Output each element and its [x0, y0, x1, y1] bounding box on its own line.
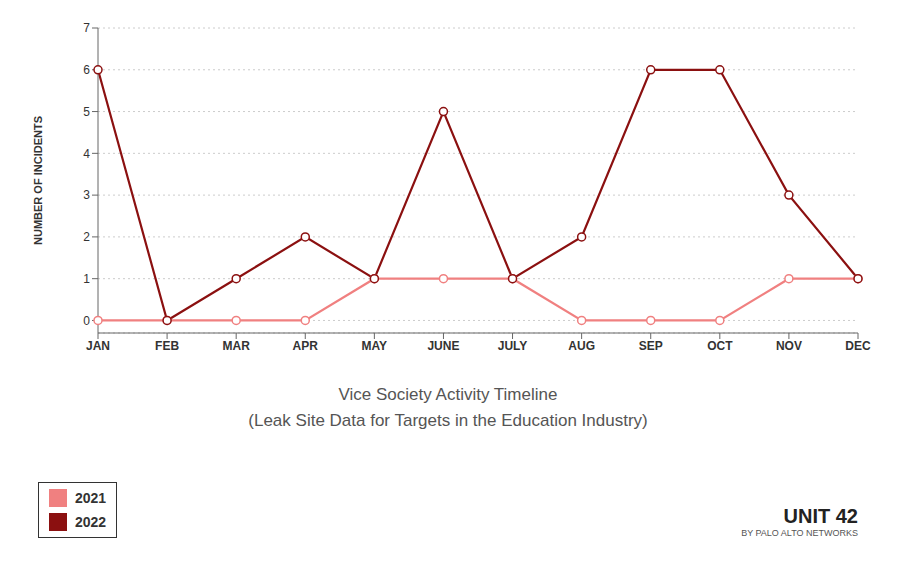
- html-text:2022: 2022: [75, 514, 107, 530]
- html-text:2021: 2021: [75, 490, 107, 506]
- html-text:BY PALO ALTO NETWORKS: BY PALO ALTO NETWORKS: [741, 528, 858, 538]
- svg-text:NUMBER OF INCIDENTS: NUMBER OF INCIDENTS: [32, 116, 44, 245]
- svg-text:OCT: OCT: [707, 339, 733, 353]
- svg-text:2: 2: [83, 230, 90, 244]
- svg-text:JAN: JAN: [86, 339, 110, 353]
- svg-text:7: 7: [83, 21, 90, 35]
- svg-text:DEC: DEC: [845, 339, 871, 353]
- svg-text:MAR: MAR: [223, 339, 251, 353]
- svg-text:SEP: SEP: [639, 339, 663, 353]
- html-text:Vice Society Activity Timeline: Vice Society Activity Timeline: [338, 385, 558, 404]
- html-text:UNIT 42: UNIT 42: [783, 505, 858, 527]
- svg-text:JUNE: JUNE: [427, 339, 459, 353]
- svg-text:APR: APR: [293, 339, 319, 353]
- svg-text:3: 3: [83, 188, 90, 202]
- svg-text:4: 4: [83, 147, 90, 161]
- svg-text:5: 5: [83, 105, 90, 119]
- svg-text:6: 6: [83, 63, 90, 77]
- html-text:(Leak Site Data for Targets in: (Leak Site Data for Targets in the Educa…: [248, 410, 648, 430]
- svg-text:NOV: NOV: [776, 339, 802, 353]
- svg-text:1: 1: [83, 272, 90, 286]
- svg-text:0: 0: [83, 314, 90, 328]
- svg-text:FEB: FEB: [155, 339, 179, 353]
- svg-text:JULY: JULY: [498, 339, 528, 353]
- svg-text:AUG: AUG: [568, 339, 595, 353]
- svg-text:MAY: MAY: [362, 339, 388, 353]
